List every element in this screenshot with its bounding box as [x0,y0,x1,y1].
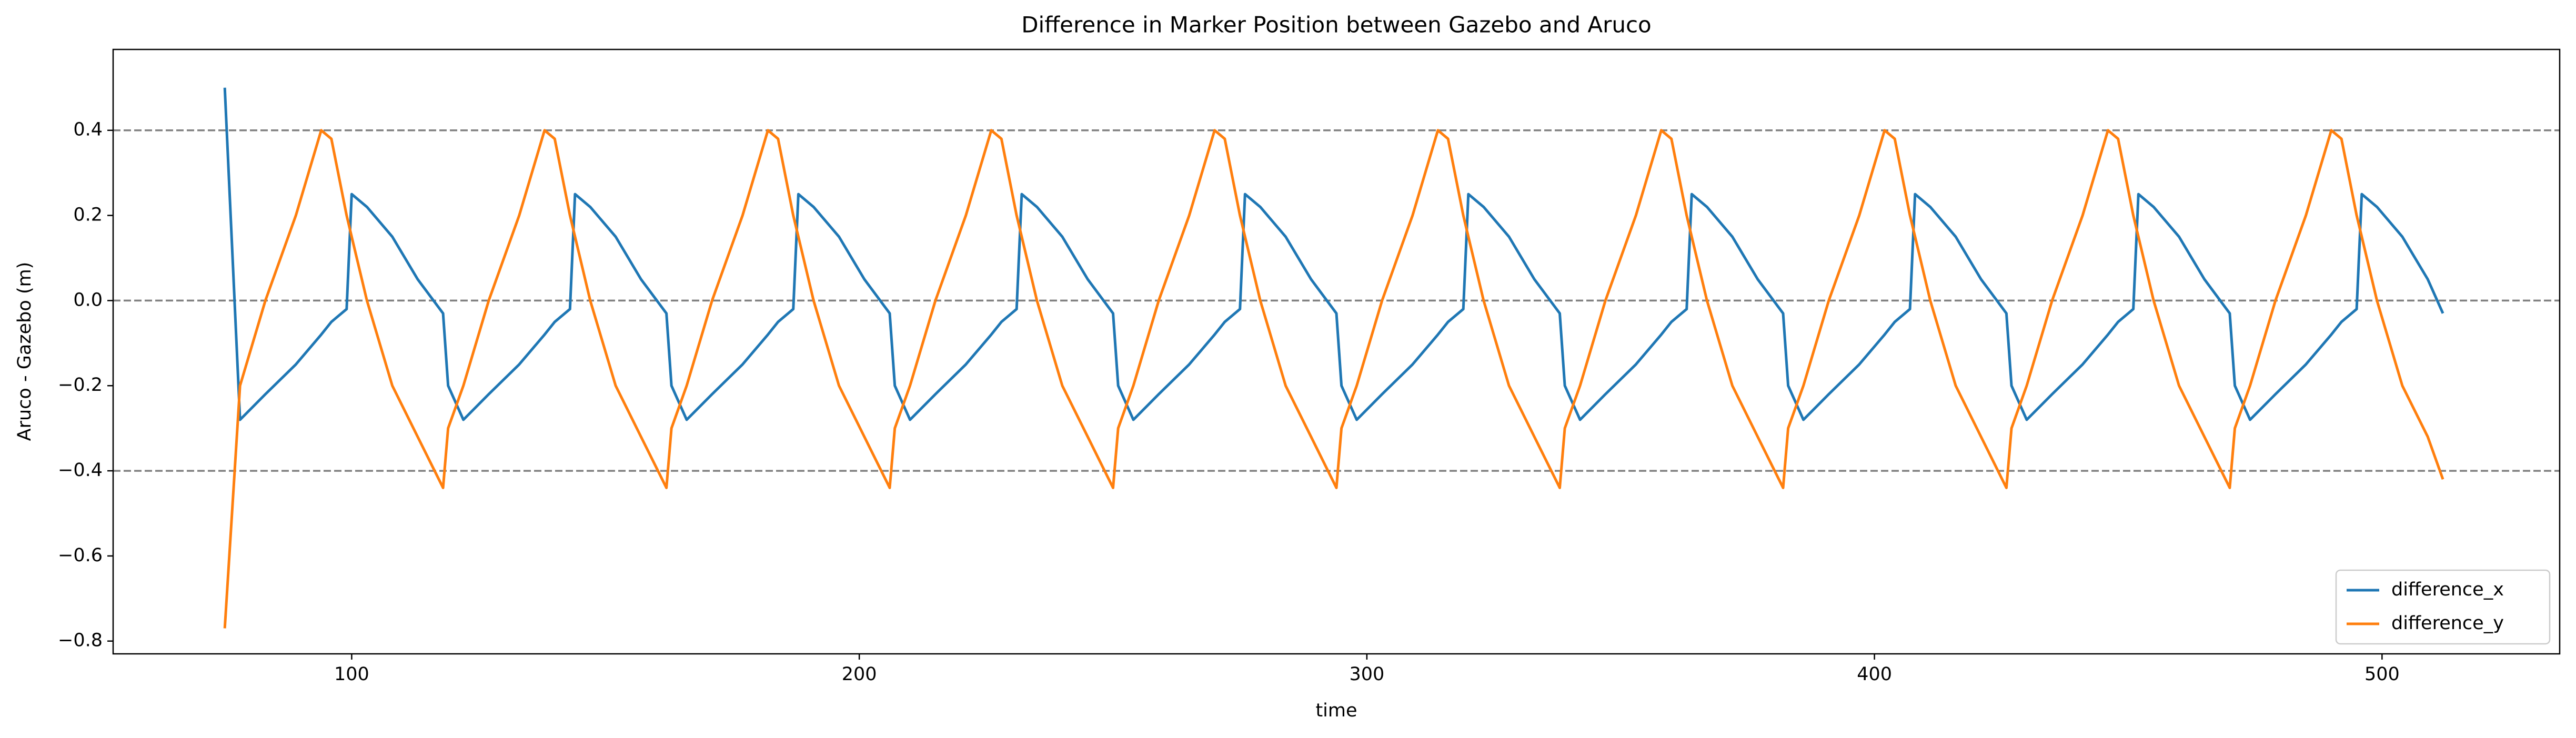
y-tick-label: 0.0 [73,289,103,310]
plot-frame [112,48,2561,655]
y-tick-label: −0.4 [58,460,103,481]
y-tick-label: 0.2 [73,205,103,226]
chart-title: Difference in Marker Position between Ga… [1021,12,1652,38]
y-tick-label: −0.2 [58,375,103,396]
legend-box [2335,569,2551,645]
y-axis-label: Aruco - Gazebo (m) [14,262,35,441]
x-tick-label: 100 [334,664,369,685]
y-tick-label: −0.6 [58,545,103,566]
x-tick-label: 500 [2364,664,2400,685]
legend-label: difference_x [2391,579,2504,600]
data-line [223,129,2444,629]
y-tick-label: −0.8 [58,630,103,651]
legend-label: difference_y [2391,613,2504,634]
x-tick-label: 400 [1857,664,1892,685]
x-axis-label: time [1315,700,1357,721]
x-tick-label: 300 [1349,664,1384,685]
x-tick-label: 200 [842,664,877,685]
y-tick-label: 0.4 [73,119,103,140]
data-line [223,87,2444,421]
